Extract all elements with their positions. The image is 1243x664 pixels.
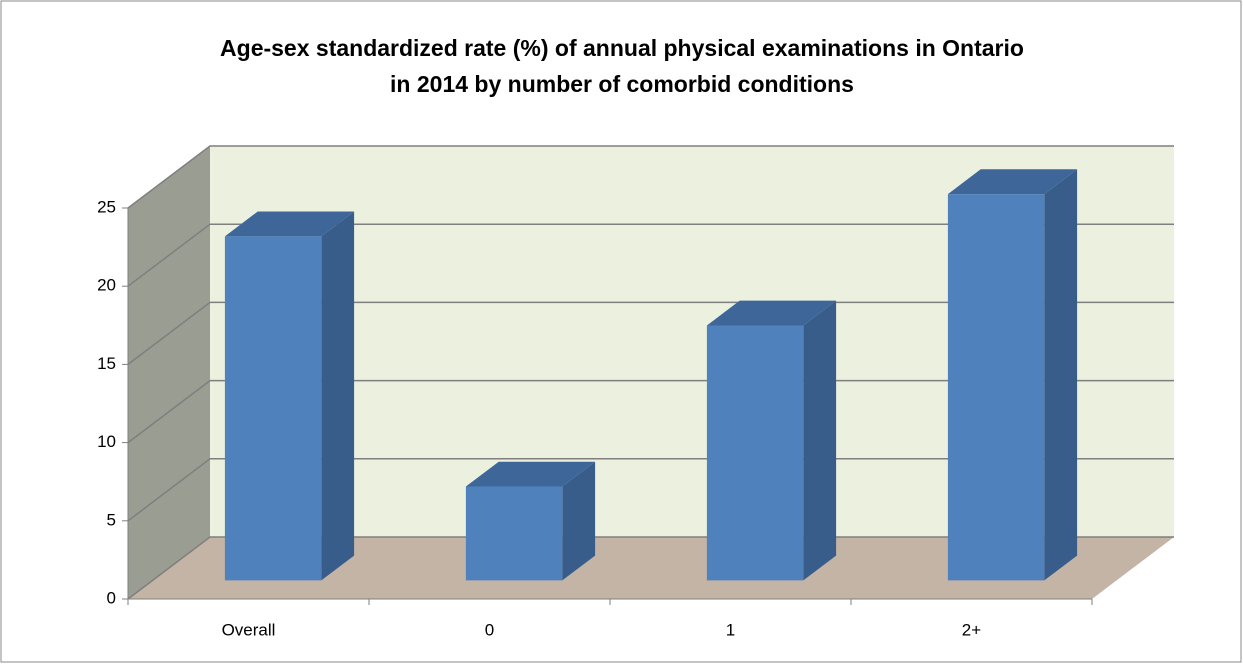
y-tick-label: 25 [97,197,116,216]
bar-top [465,461,596,487]
bar-side [321,211,355,581]
grid-line [127,301,1174,365]
y-tick-label: 10 [97,432,116,451]
chart-title: Age-sex standardized rate (%) of annual … [220,35,1024,61]
x-tick-label: Overall [222,620,276,639]
bar [947,194,1045,581]
floor [128,537,1174,599]
chart-title: in 2014 by number of comorbid conditions [390,71,854,97]
y-tick-label: 5 [107,510,116,529]
bar-side [562,461,596,581]
bar-top [224,211,355,237]
bar [706,325,804,581]
bar-side [1044,169,1078,581]
grid-line [127,458,1174,522]
y-tick-label: 20 [97,276,116,295]
grid-line [127,536,1174,600]
x-tick-label: 1 [726,620,735,639]
grid-line [127,223,1174,287]
x-tick-label: 0 [485,620,494,639]
x-tick-label: 2+ [962,620,981,639]
y-tick-label: 15 [97,354,116,373]
bar [224,236,322,581]
y-tick-label: 0 [107,588,116,607]
grid-line [127,379,1174,444]
grid-line [127,145,1174,209]
bar-top [706,300,837,326]
back-wall [210,146,1174,537]
bar-top [947,169,1078,195]
left-wall [128,146,210,599]
bar-side [803,300,837,581]
bar [465,486,563,581]
